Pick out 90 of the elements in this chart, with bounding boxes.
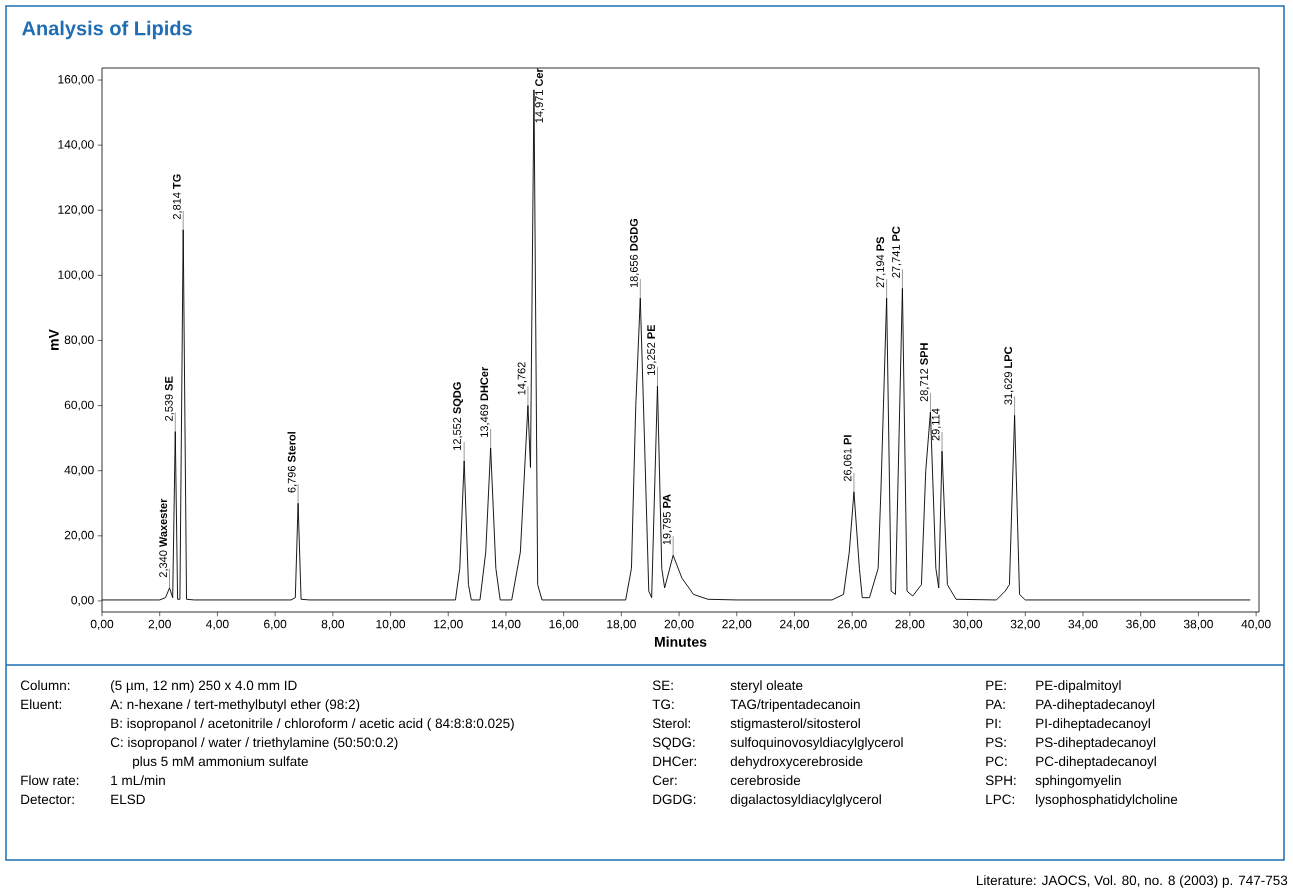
text: SE:	[652, 680, 673, 691]
text: PE:	[986, 680, 1006, 690]
text: ELSD	[111, 794, 145, 805]
x-tick-label: 20,00	[664, 619, 694, 630]
text: sphingomyelin	[1035, 775, 1121, 788]
text: LPC:	[986, 794, 1014, 805]
text: PI-diheptadecanoyl	[1036, 718, 1150, 731]
x-tick-label: 10,00	[376, 619, 406, 630]
text: PS:	[986, 737, 1006, 748]
x-tick-label: 24,00	[780, 619, 810, 630]
text: Sterol:	[652, 718, 690, 729]
y-tick-label: 120,00	[58, 205, 94, 216]
text: TAG/tripentadecanoin	[730, 699, 860, 712]
text: PA:	[986, 699, 1005, 709]
x-tick-label: 6,00	[264, 619, 287, 630]
y-tick-label: 20,00	[64, 530, 94, 541]
text: Cer:	[652, 775, 677, 786]
x-tick-label: 12,00	[434, 619, 463, 630]
text: TG:	[652, 699, 674, 710]
annotation: 14,971 Cer	[535, 68, 545, 123]
x-axis-title: Minutes	[655, 636, 707, 647]
annotation: 31,629 LPC	[1004, 346, 1014, 405]
x-tick-label: 16,00	[549, 619, 579, 630]
x-tick-label: 36,00	[1126, 619, 1156, 630]
text: plus 5 mM ammonium sulfate	[133, 756, 308, 769]
y-tick-label: 40,00	[64, 465, 94, 476]
text: Column:	[20, 680, 70, 691]
x-tick-label: 34,00	[1068, 619, 1098, 630]
chart-title: Analysis of Lipids	[22, 20, 192, 40]
text: steryl oleate	[730, 680, 803, 693]
annotation: 12,552 SQDG	[453, 382, 463, 450]
annotation: 2,340 Waxester	[159, 498, 169, 578]
annotation: 14,762	[517, 362, 527, 395]
text: DGDG:	[653, 794, 696, 805]
y-tick-label: 140,00	[58, 140, 94, 151]
text: PI:	[986, 718, 1001, 728]
y-axis-title: mV	[49, 329, 59, 350]
annotation: 6,796 Sterol	[287, 432, 297, 493]
x-tick-label: 8,00	[321, 619, 345, 630]
x-tick-label: 30,00	[953, 619, 983, 630]
text: PE-dipalmitoyl	[1036, 680, 1121, 693]
y-tick-label: 60,00	[64, 400, 94, 411]
x-tick-label: 28,00	[895, 619, 925, 630]
annotation: 2,814 TG	[172, 174, 182, 220]
text: DHCer:	[653, 756, 696, 767]
annotation: 18,656 DGDG	[630, 218, 640, 288]
annotation: 19,795 PA	[662, 494, 672, 545]
text: SPH:	[985, 775, 1016, 786]
text: Eluent:	[21, 699, 62, 710]
y-tick-label: 80,00	[64, 335, 94, 346]
text: A: n-hexane / tert-methylbutyl ether (98:2)	[110, 699, 360, 712]
y-tick-label: 0,00	[71, 595, 94, 606]
annotation: 19,252 PE	[647, 324, 657, 376]
x-tick-label: 0,00	[90, 619, 114, 630]
text: PC-diheptadecanoyl	[1036, 756, 1156, 769]
x-tick-label: 26,00	[837, 619, 867, 630]
x-tick-label: 38,00	[1183, 619, 1213, 630]
text: 1 mL/min	[111, 775, 165, 786]
text: B: isopropanol / acetonitrile / chloroform / acetic acid ( 84:8:8:0.025)	[111, 718, 514, 731]
annotation: 27,741 PC	[892, 226, 902, 278]
text: Detector:	[21, 794, 74, 805]
y-tick-label: 100,00	[58, 270, 94, 281]
text: Flow rate:	[21, 775, 79, 786]
text: cerebroside	[730, 775, 801, 786]
annotation: 2,539 SE	[164, 376, 175, 421]
text: PS-diheptadecanoyl	[1036, 737, 1156, 750]
x-tick-label: 22,00	[722, 619, 752, 630]
text: lysophosphatidylcholine	[1036, 794, 1178, 807]
x-tick-label: 14,00	[491, 619, 521, 630]
text: PC:	[986, 756, 1007, 767]
text: stigmasterol/sitosterol	[730, 718, 860, 731]
text: (5 µm, 12 nm) 250 x 4.0 mm ID	[111, 680, 297, 693]
y-tick-label: 160,00	[58, 75, 94, 85]
x-tick-label: 32,00	[1010, 619, 1040, 630]
text: dehydroxycerebroside	[730, 756, 863, 769]
text: SQDG:	[652, 737, 695, 750]
x-tick-label: 2,00	[148, 619, 171, 630]
annotation: 27,194 PS	[876, 237, 886, 288]
text: PA-diheptadecanoyl	[1036, 699, 1155, 712]
annotation: 29,114	[931, 408, 941, 441]
x-tick-label: 4,00	[206, 619, 229, 630]
text: C: isopropanol / water / triethylamine (50:50:0.2)	[110, 737, 398, 750]
text: sulfoquinovosyldiacylglycerol	[730, 737, 903, 750]
x-tick-label: 18,00	[607, 619, 636, 630]
text: Literature: JAOCS, Vol. 80, no. 8 (2003) p. 747-753	[976, 875, 1288, 888]
annotation: 28,712 SPH	[920, 343, 930, 402]
x-tick-label: 40,00	[1241, 619, 1271, 630]
annotation: 26,061 PI	[843, 435, 853, 482]
text: digalactosyldiacylglycerol	[730, 794, 881, 807]
annotation: 13,469 DHCer	[480, 366, 490, 437]
